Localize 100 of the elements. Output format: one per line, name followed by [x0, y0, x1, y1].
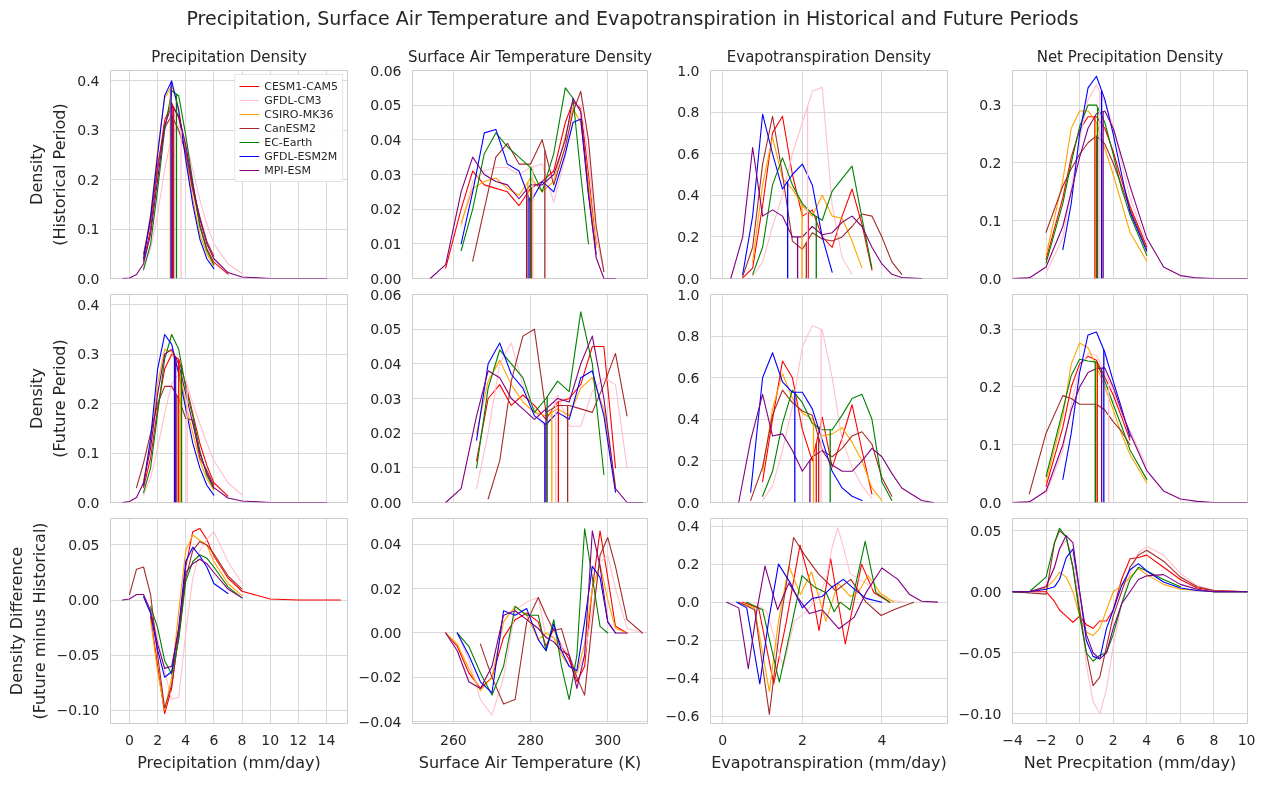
chart-title: Precipitation Density: [151, 47, 307, 66]
y-tick-label: 0.0: [677, 494, 700, 511]
y-tick-label: −0.10: [958, 705, 1002, 722]
y-tick-label: 0.3: [979, 97, 1002, 114]
y-tick-label: 0.03: [370, 390, 402, 407]
x-tick-label: 4: [181, 731, 191, 748]
y-tick-label: 0.4: [677, 518, 700, 535]
chart-title: Net Precipitation Density: [1036, 47, 1224, 66]
y-tick-label: 0.04: [370, 536, 402, 553]
y-tick-label: 0.0: [979, 270, 1002, 287]
y-tick-label: 0.0: [677, 270, 700, 287]
x-tick-label: 4: [877, 731, 887, 748]
x-tick-label: 14: [317, 731, 336, 748]
x-tick-label: 300: [594, 731, 622, 748]
y-tick-label: 0.4: [77, 296, 100, 313]
y-tick-label: 0.4: [77, 72, 100, 89]
y-tick-label: −0.05: [958, 644, 1002, 661]
y-tick-label: 0.06: [370, 62, 402, 79]
y-tick-label: 0.00: [370, 624, 402, 641]
y-tick-label: 0.04: [370, 355, 402, 372]
x-tick-label: 6: [1175, 731, 1185, 748]
y-tick-label: 0.4: [677, 411, 700, 428]
y-tick-label: −0.04: [358, 713, 402, 730]
y-tick-label: 0.3: [979, 321, 1002, 338]
y-tick-label: 0.2: [979, 378, 1002, 395]
y-tick-label: 0.05: [370, 97, 402, 114]
y-tick-label: 0.2: [979, 154, 1002, 171]
x-tick-label: 4: [1142, 731, 1152, 748]
x-tick-label: 10: [1237, 731, 1256, 748]
x-axis-title: Surface Air Temperature (K): [418, 752, 642, 772]
y-tick-label: 0.2: [677, 452, 700, 469]
x-tick-label: 12: [289, 731, 308, 748]
x-tick-label: 2: [153, 731, 163, 748]
x-axis-title: Evapotranspiration (mm/day): [711, 752, 947, 772]
y-tick-label: 0.8: [677, 104, 700, 121]
y-tick-label: −0.02: [358, 669, 402, 686]
y-tick-label: −0.10: [56, 702, 100, 719]
legend-label: EC-Earth: [264, 135, 313, 149]
y-tick-label: 0.2: [77, 395, 100, 412]
y-tick-label: 0.3: [77, 122, 100, 139]
x-tick-label: 6: [209, 731, 219, 748]
y-tick-label: 0.6: [677, 145, 700, 162]
y-tick-label: 0.2: [677, 228, 700, 245]
y-tick-label: 0.05: [970, 522, 1002, 539]
y-tick-label: 0.00: [970, 583, 1002, 600]
legend-label: CESM1-CAM5: [264, 79, 338, 93]
y-tick-label: 0.01: [370, 459, 402, 476]
x-tick-label: 2: [1108, 731, 1118, 748]
y-tick-label: 0.0: [677, 594, 700, 611]
y-tick-label: 0.01: [370, 235, 402, 252]
y-tick-label: 0.2: [77, 171, 100, 188]
y-tick-label: 0.1: [979, 212, 1002, 229]
x-tick-label: 260: [440, 731, 467, 748]
chart-title: Evapotranspiration Density: [726, 47, 932, 66]
y-tick-label: 0.00: [370, 270, 402, 287]
x-tick-label: 10: [261, 731, 280, 748]
y-tick-label: 0.0: [979, 494, 1002, 511]
y-tick-label: −0.05: [56, 647, 100, 664]
y-tick-label: 0.02: [370, 425, 402, 442]
chart-title: Surface Air Temperature Density: [407, 47, 653, 66]
x-axis-title: Net Precpitation (mm/day): [1023, 752, 1237, 772]
y-tick-label: 0.1: [979, 436, 1002, 453]
legend-label: GFDL-ESM2M: [264, 149, 338, 163]
y-tick-label: 0.0: [77, 270, 100, 287]
y-tick-label: 0.06: [370, 286, 402, 303]
y-tick-label: 1.0: [677, 286, 700, 303]
x-axis-title: Precipitation (mm/day): [137, 752, 321, 772]
x-tick-label: 8: [1209, 731, 1219, 748]
y-tick-label: 0.03: [370, 166, 402, 183]
y-tick-label: −0.6: [665, 708, 700, 725]
legend-label: CanESM2: [264, 121, 317, 135]
y-tick-label: 0.05: [68, 536, 100, 553]
x-tick-label: 0: [125, 731, 134, 748]
x-tick-label: 0: [718, 731, 728, 748]
y-axis-title: Density (Historical Period): [27, 103, 70, 246]
y-tick-label: 0.02: [370, 580, 402, 597]
y-tick-label: 0.6: [677, 369, 700, 386]
y-tick-label: 0.00: [370, 494, 402, 511]
y-tick-label: 0.4: [677, 187, 700, 204]
y-tick-label: 0.8: [677, 328, 700, 345]
y-tick-label: −0.4: [665, 670, 700, 687]
x-tick-label: 0: [1075, 731, 1085, 748]
y-tick-label: 0.0: [77, 494, 100, 511]
legend-label: GFDL-CM3: [264, 93, 322, 107]
x-tick-label: 2: [797, 731, 807, 748]
text: Precipitation, Surface Air Temperature and Evapotranspiration in Historical and Future Periods: [186, 6, 1079, 31]
y-tick-label: 0.02: [370, 201, 402, 218]
y-tick-label: 0.3: [77, 346, 100, 363]
legend-label: CSIRO-MK36: [264, 107, 334, 121]
y-tick-label: 0.04: [370, 131, 402, 148]
x-tick-label: −4: [1002, 731, 1023, 748]
y-tick-label: 0.05: [370, 321, 402, 338]
y-tick-label: 0.00: [68, 592, 100, 609]
y-tick-label: 0.1: [77, 221, 100, 238]
x-tick-label: 8: [237, 731, 247, 748]
x-tick-label: 280: [517, 731, 544, 748]
y-tick-label: 0.1: [77, 445, 100, 462]
y-tick-label: −0.2: [665, 632, 700, 649]
y-axis-title: Density Difference (Future minus Historical): [6, 522, 49, 720]
y-axis-title: Density (Future Period): [27, 339, 70, 458]
